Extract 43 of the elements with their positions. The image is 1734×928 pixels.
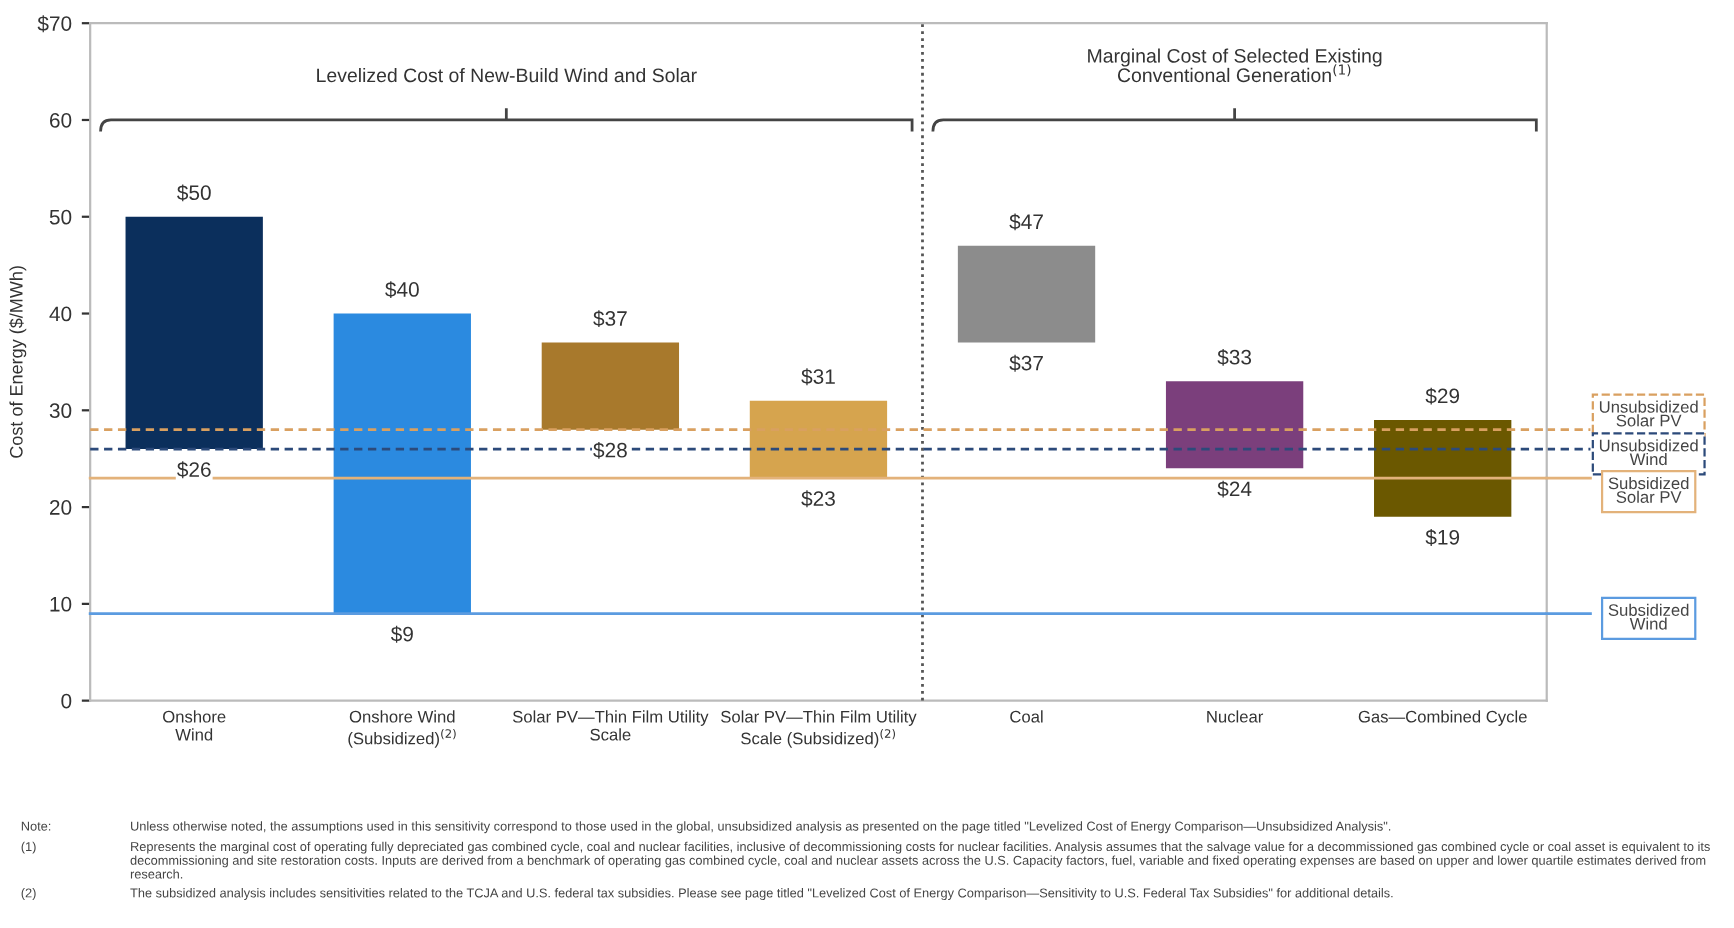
annotation: $37 (593, 310, 627, 328)
x-tick-label: Solar PV—Thin Film Utility Scale (Subsidized)$^{(2)}$ (721, 710, 917, 748)
bar (1374, 419, 1512, 517)
x-tick-label: Onshore Wind (Subsidized)$^{(2)}$ (348, 710, 456, 748)
annotation: Marginal Cost of Selected Existing Conventional Generation$^{(1)}$ (1088, 48, 1382, 83)
annotation: $24 (1217, 480, 1252, 498)
annotation: $37 (1009, 354, 1043, 372)
annotation: $26 (177, 461, 211, 479)
y-tick-label: 50 (49, 209, 72, 225)
annotation: $47 (1009, 213, 1043, 231)
annotation: $28 (593, 441, 627, 459)
annotation: Levelized Cost of New-Build Wind and Solar (317, 67, 697, 83)
bar (125, 216, 263, 450)
annotation: $9 (390, 625, 413, 643)
x-tick-label: Solar PV—Thin Film Utility Scale (512, 710, 709, 741)
ref-line-label: Subsidized Solar PV (1608, 476, 1689, 503)
x-tick-label: Onshore Wind (163, 710, 226, 741)
y-tick-label: 0 (61, 693, 72, 709)
bar (1165, 381, 1304, 469)
x-tick-label: Coal (1010, 710, 1043, 723)
annotation: $50 (177, 184, 211, 202)
annotation: $33 (1217, 348, 1252, 366)
bar (333, 313, 471, 614)
annotation: $19 (1425, 529, 1460, 546)
ref-line-label: Unsubsidized Solar PV (1599, 400, 1698, 427)
x-tick-label: Gas—Combined Cycle (1358, 710, 1527, 726)
ref-line-label: Unsubsidized Wind (1599, 439, 1698, 466)
annotation: $40 (385, 281, 419, 299)
y-tick-label: 10 (50, 596, 72, 612)
bar (541, 342, 680, 430)
y-tick-label: $70 (37, 15, 72, 33)
y-tick-label: 30 (49, 403, 72, 419)
bar (957, 245, 1096, 343)
bar (749, 400, 888, 479)
x-tick-label: Nuclear (1207, 710, 1264, 723)
annotation: $31 (801, 368, 835, 386)
y-tick-label: 40 (49, 306, 72, 322)
y-tick-label: 60 (50, 112, 72, 128)
ref-line-label: Subsidized Wind (1608, 603, 1689, 630)
y-axis-title: Cost of Energy ($/MWh) (9, 266, 27, 458)
annotation: $23 (801, 490, 835, 508)
y-tick-label: 20 (49, 500, 72, 515)
annotation: $29 (1425, 387, 1460, 405)
